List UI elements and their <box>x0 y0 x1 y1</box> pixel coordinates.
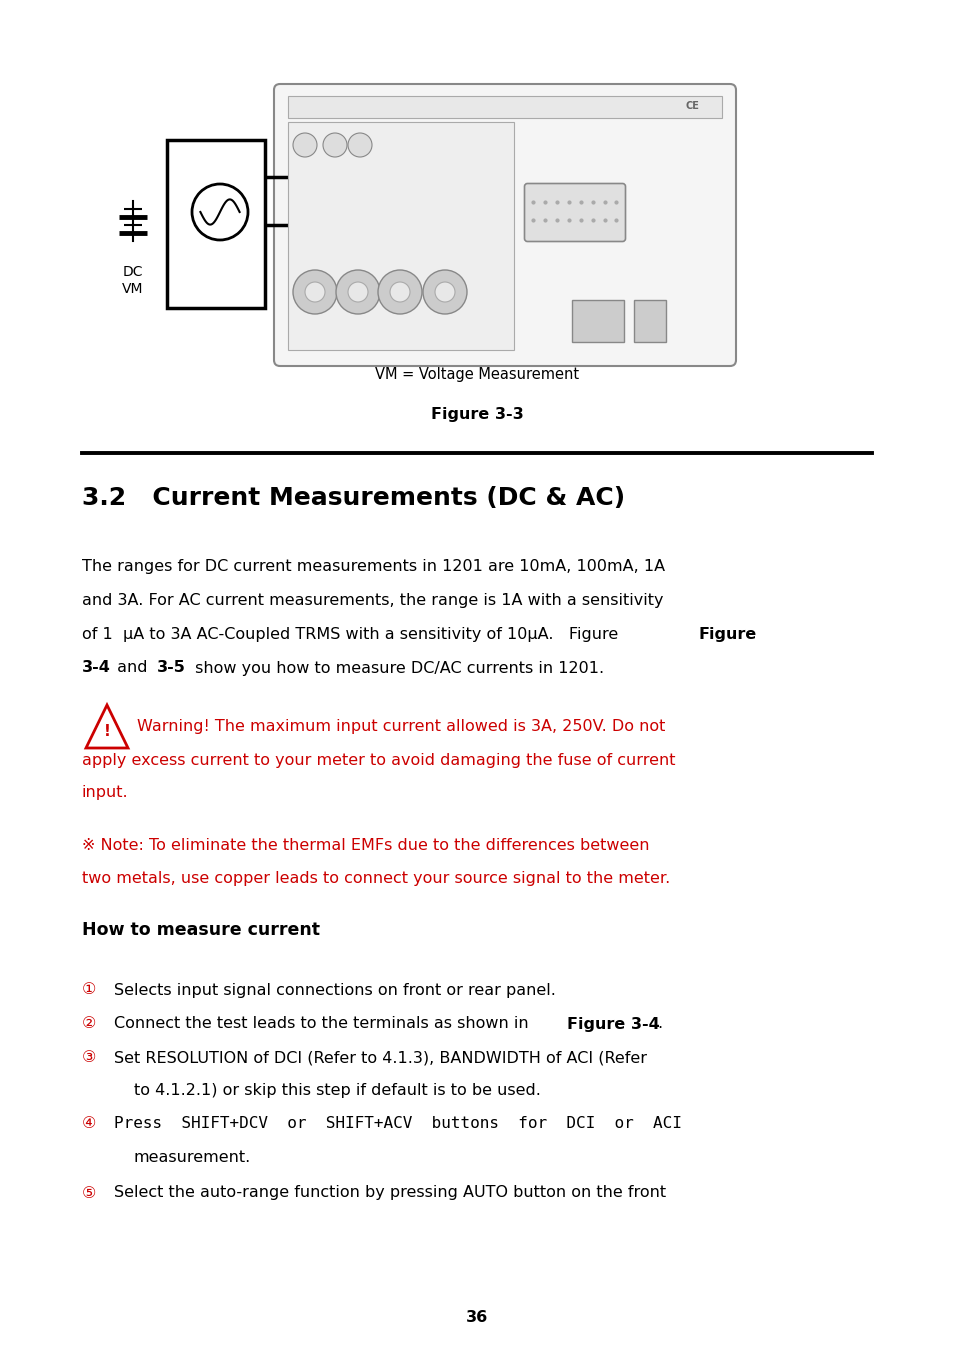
Text: Warning! The maximum input current allowed is 3A, 250V. Do not: Warning! The maximum input current allow… <box>137 719 664 734</box>
Bar <box>288 122 514 350</box>
Bar <box>167 141 265 308</box>
Circle shape <box>192 184 248 240</box>
Bar <box>288 96 721 118</box>
Bar <box>634 300 666 342</box>
Circle shape <box>422 270 467 313</box>
Text: How to measure current: How to measure current <box>82 921 319 939</box>
Circle shape <box>348 282 368 303</box>
Text: Press  SHIFT+DCV  or  SHIFT+ACV  buttons  for  DCI  or  ACI: Press SHIFT+DCV or SHIFT+ACV buttons for… <box>113 1116 681 1132</box>
Text: !: ! <box>104 724 111 739</box>
FancyBboxPatch shape <box>274 84 735 366</box>
Text: or: or <box>176 212 190 224</box>
Bar <box>572 300 624 342</box>
Text: Figure 3-3: Figure 3-3 <box>430 407 523 422</box>
Text: VM: VM <box>122 282 144 296</box>
Text: Selects input signal connections on front or rear panel.: Selects input signal connections on fron… <box>113 982 556 997</box>
Text: two metals, use copper leads to connect your source signal to the meter.: two metals, use copper leads to connect … <box>82 871 670 886</box>
Text: ③: ③ <box>82 1051 96 1066</box>
Text: DC: DC <box>123 265 143 280</box>
Circle shape <box>377 270 421 313</box>
Polygon shape <box>86 705 128 748</box>
Text: apply excess current to your meter to avoid damaging the fuse of current: apply excess current to your meter to av… <box>82 753 675 767</box>
Circle shape <box>335 270 379 313</box>
Text: of 1  μA to 3A AC-Coupled TRMS with a sensitivity of 10μA.   Figure: of 1 μA to 3A AC-Coupled TRMS with a sen… <box>82 627 618 642</box>
Text: .: . <box>657 1016 661 1032</box>
Text: measurement.: measurement. <box>133 1151 251 1166</box>
Text: ⑤: ⑤ <box>82 1185 96 1201</box>
Text: ②: ② <box>82 1016 96 1032</box>
Circle shape <box>323 132 347 157</box>
Text: ※ Note: To eliminate the thermal EMFs due to the differences between: ※ Note: To eliminate the thermal EMFs du… <box>82 838 649 852</box>
Text: show you how to measure DC/AC currents in 1201.: show you how to measure DC/AC currents i… <box>190 661 603 676</box>
Text: Connect the test leads to the terminals as shown in: Connect the test leads to the terminals … <box>113 1016 533 1032</box>
Text: 3-4: 3-4 <box>82 661 111 676</box>
Text: Set RESOLUTION of DCI (Refer to 4.1.3), BANDWIDTH of ACI (Refer: Set RESOLUTION of DCI (Refer to 4.1.3), … <box>113 1051 646 1066</box>
FancyBboxPatch shape <box>524 184 625 242</box>
Text: Select the auto-range function by pressing AUTO button on the front: Select the auto-range function by pressi… <box>113 1185 665 1201</box>
Text: CE: CE <box>684 101 699 111</box>
Text: VM = Voltage Measurement: VM = Voltage Measurement <box>375 366 578 381</box>
Circle shape <box>305 282 325 303</box>
Text: ①: ① <box>82 982 96 997</box>
Circle shape <box>293 270 336 313</box>
Text: ④: ④ <box>82 1116 96 1132</box>
Text: input.: input. <box>82 785 129 801</box>
Text: and: and <box>112 661 152 676</box>
Text: Figure 3-4: Figure 3-4 <box>566 1016 659 1032</box>
Circle shape <box>348 132 372 157</box>
Text: 3.2   Current Measurements (DC & AC): 3.2 Current Measurements (DC & AC) <box>82 486 624 509</box>
Text: and 3A. For AC current measurements, the range is 1A with a sensitivity: and 3A. For AC current measurements, the… <box>82 593 662 608</box>
Text: VM: VM <box>209 282 231 296</box>
Circle shape <box>390 282 410 303</box>
Circle shape <box>293 132 316 157</box>
Circle shape <box>435 282 455 303</box>
Text: to 4.1.2.1) or skip this step if default is to be used.: to 4.1.2.1) or skip this step if default… <box>133 1082 540 1097</box>
Text: AC: AC <box>211 265 230 280</box>
Text: 36: 36 <box>465 1310 488 1325</box>
Text: The ranges for DC current measurements in 1201 are 10mA, 100mA, 1A: The ranges for DC current measurements i… <box>82 558 664 574</box>
Text: 3-5: 3-5 <box>157 661 186 676</box>
Text: Figure: Figure <box>699 627 757 642</box>
